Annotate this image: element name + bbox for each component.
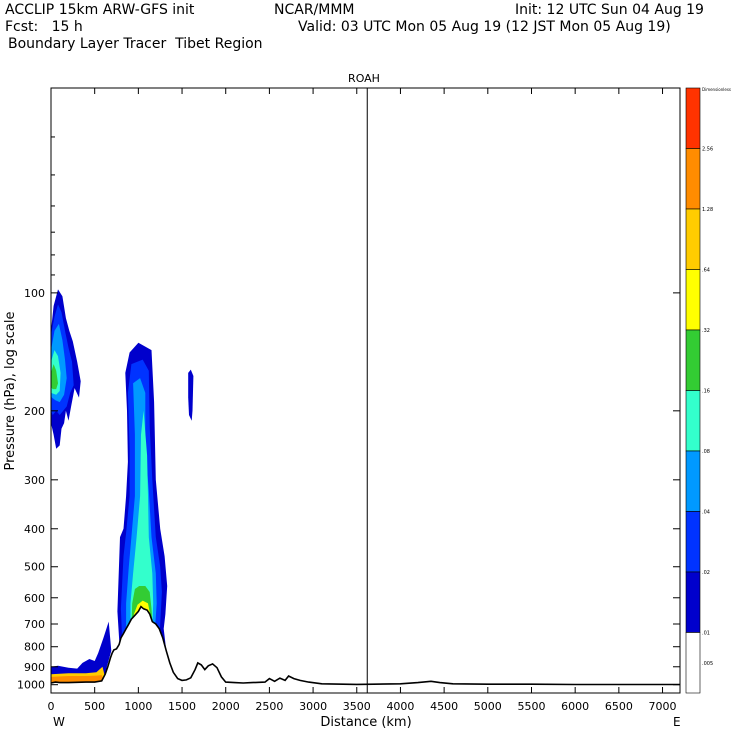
header-line1-right: Init: 12 UTC Sun 04 Aug 19	[515, 2, 704, 18]
colorbar-swatch-1	[685, 148, 701, 210]
x-tick-label-1000: 1000	[124, 700, 152, 713]
x-axis-label: Distance (km)	[320, 715, 411, 730]
colorbar: 2.56 1.28 .64 .32 .16 .08 .04 .02 .01 .005 Dimensi…	[685, 87, 731, 694]
y-tick-label-1000: 1000	[17, 679, 45, 692]
x-axis-east-label: E	[673, 715, 681, 729]
tracer-field-layer	[51, 289, 194, 685]
x-tick-label-4000: 4000	[386, 700, 414, 713]
colorbar-swatch-8	[685, 571, 701, 633]
x-tick-label-4500: 4500	[430, 700, 458, 713]
colorbar-label-6: .04	[702, 510, 710, 516]
y-tick-label-400: 400	[24, 523, 45, 536]
colorbar-swatch-6	[685, 450, 701, 512]
y-tick-label-500: 500	[24, 561, 45, 574]
header-line1-left: ACCLIP 15km ARW-GFS init	[5, 2, 195, 18]
x-tick-label-500: 500	[84, 700, 105, 713]
y-tick-label-100: 100	[24, 287, 45, 300]
terrain-fill	[51, 606, 680, 693]
x-tick-label-5500: 5500	[517, 700, 545, 713]
y-tick-label-300: 300	[24, 474, 45, 487]
y-tick-label-600: 600	[24, 592, 45, 605]
colorbar-top-label: Dimensionless	[702, 87, 731, 92]
colorbar-label-4: .16	[702, 389, 710, 395]
y-axis-label: Pressure (hPa), log scale	[3, 312, 18, 471]
colorbar-label-8: .01	[702, 631, 710, 637]
x-tick-label-3000: 3000	[299, 700, 327, 713]
colorbar-label-3: .32	[702, 328, 710, 334]
x-tick-label-6500: 6500	[605, 700, 633, 713]
colorbar-swatch-0	[685, 87, 701, 149]
x-tick-label-7000: 7000	[649, 700, 677, 713]
colorbar-label-1: 1.28	[702, 207, 713, 213]
y-tick-label-900: 900	[24, 661, 45, 674]
colorbar-label-5: .08	[702, 449, 710, 455]
x-tick-label-0: 0	[48, 700, 55, 713]
colorbar-swatch-7	[685, 511, 701, 573]
colorbar-swatch-5	[685, 390, 701, 452]
colorbar-label-0: 2.56	[702, 147, 713, 153]
x-tick-label-3500: 3500	[343, 700, 371, 713]
x-tick-label-2000: 2000	[212, 700, 240, 713]
colorbar-label-9: .005	[702, 661, 713, 667]
x-tick-label-2500: 2500	[255, 700, 283, 713]
colorbar-swatch-2	[685, 208, 701, 270]
y-tick-label-800: 800	[24, 641, 45, 654]
header-line2-right: Valid: 03 UTC Mon 05 Aug 19 (12 JST Mon …	[298, 19, 671, 35]
colorbar-swatch-3	[685, 269, 701, 331]
terrain-layer	[50, 605, 680, 693]
x-axis-west-label: W	[53, 715, 65, 729]
terrain-line	[50, 605, 680, 686]
x-tick-label-6000: 6000	[561, 700, 589, 713]
x-tick-label-5000: 5000	[474, 700, 502, 713]
plot-frame	[50, 87, 681, 694]
y-tick-label-700: 700	[24, 618, 45, 631]
axes-layer: 0 500 1000 1500 2000 2500 3000 3500 4000 4500 5000…	[17, 88, 680, 713]
x-tick-label-1500: 1500	[168, 700, 196, 713]
header-line2-left: Fcst: 15 h	[5, 19, 83, 35]
tracer-contour-10	[51, 364, 58, 390]
tracer-contour-2	[51, 621, 112, 683]
colorbar-swatch-4	[685, 329, 701, 391]
header-line3-left: Boundary Layer Tracer Tibet Region	[8, 36, 263, 52]
chart-title: ROAH	[348, 72, 380, 85]
y-tick-label-200: 200	[24, 405, 45, 418]
colorbar-label-2: .64	[702, 268, 710, 274]
tracer-contour-3	[188, 369, 194, 421]
header-line1-mid: NCAR/MMM	[274, 2, 355, 18]
colorbar-label-7: .02	[702, 570, 710, 576]
colorbar-swatch-9	[685, 632, 701, 694]
